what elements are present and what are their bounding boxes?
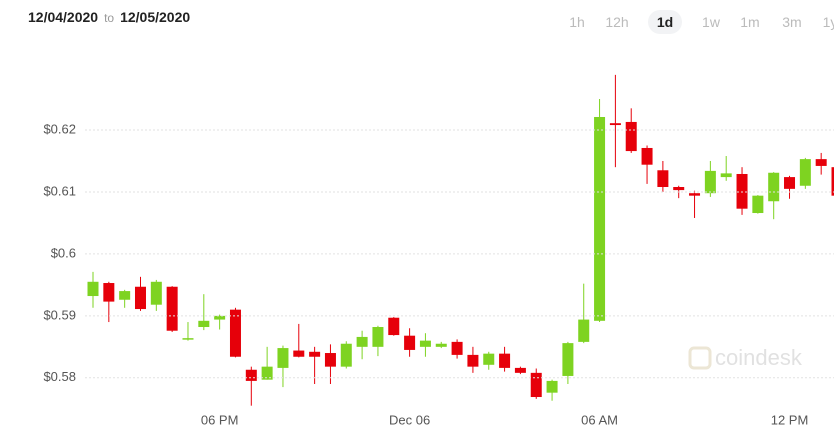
candle-body [324,353,336,367]
candle-body [245,369,257,381]
candle-body [736,173,748,209]
candle-body [799,159,811,186]
candle-body [340,343,352,367]
candle-body [435,343,447,347]
candle-body [546,380,558,393]
candle-body [625,121,637,152]
x-tick-label: 12 PM [771,412,809,427]
candle-body [293,350,305,357]
candle-body [673,187,685,191]
candle-body [356,336,368,347]
candle-body [261,366,273,380]
date-range: 12/04/2020 to 12/05/2020 [28,9,190,25]
x-tick-label: 06 PM [201,412,239,427]
candle-body [277,348,289,368]
candle-body [609,123,621,126]
candle-body [514,367,526,373]
candle-body [309,351,321,357]
candle-body [166,286,178,331]
y-tick-label: $0.61 [43,183,76,198]
candle-body [372,327,384,347]
watermark: coindesk [688,345,803,370]
candle-body [198,320,210,328]
candle-body [815,159,827,166]
range-button[interactable]: 12h [605,14,629,30]
range-button[interactable]: 1w [702,14,720,30]
candle-body [784,177,796,189]
y-tick-label: $0.59 [43,307,76,322]
candle-body [214,315,226,320]
candle-body [451,341,463,355]
watermark-text: coindesk [715,345,803,370]
candle-body [499,353,511,368]
candle-body [752,195,764,214]
candle-body [87,281,99,297]
candle-body [704,170,716,194]
range-button[interactable]: 1m [740,14,760,30]
candle-body [103,283,115,302]
candle-body [483,353,495,365]
range-start: 12/04/2020 [28,9,99,25]
range-button[interactable]: 1y [822,14,834,30]
candle-body [689,193,701,196]
candle-body [657,170,669,187]
y-tick-label: $0.58 [43,369,76,384]
x-tick-label: 06 AM [581,412,618,427]
candle-body [530,372,542,398]
candle-body [578,319,590,342]
plot [87,74,834,406]
watermark-icon [688,346,712,370]
candle-body [467,354,479,367]
candle-body [594,116,606,321]
candle-body [134,286,146,310]
candle-body [720,173,732,178]
range-button[interactable]: 1d [648,10,682,34]
candle-body [562,343,574,376]
candle-body [388,317,400,336]
candle-body [831,167,834,196]
range-end: 12/05/2020 [120,9,191,25]
range-sep: to [104,11,115,25]
candle-body [229,309,241,357]
range-button[interactable]: 3m [782,14,802,30]
candle-body [419,340,431,347]
y-tick-label: $0.6 [51,245,76,260]
x-tick-label: Dec 06 [389,412,430,427]
candle-body [182,338,194,340]
candle-body [119,291,131,300]
candle-body [404,335,416,350]
y-tick-label: $0.62 [43,121,76,136]
range-button[interactable]: 1h [569,14,585,30]
candle-body [641,147,653,165]
candle-body [768,172,780,202]
candle-body [150,281,162,305]
